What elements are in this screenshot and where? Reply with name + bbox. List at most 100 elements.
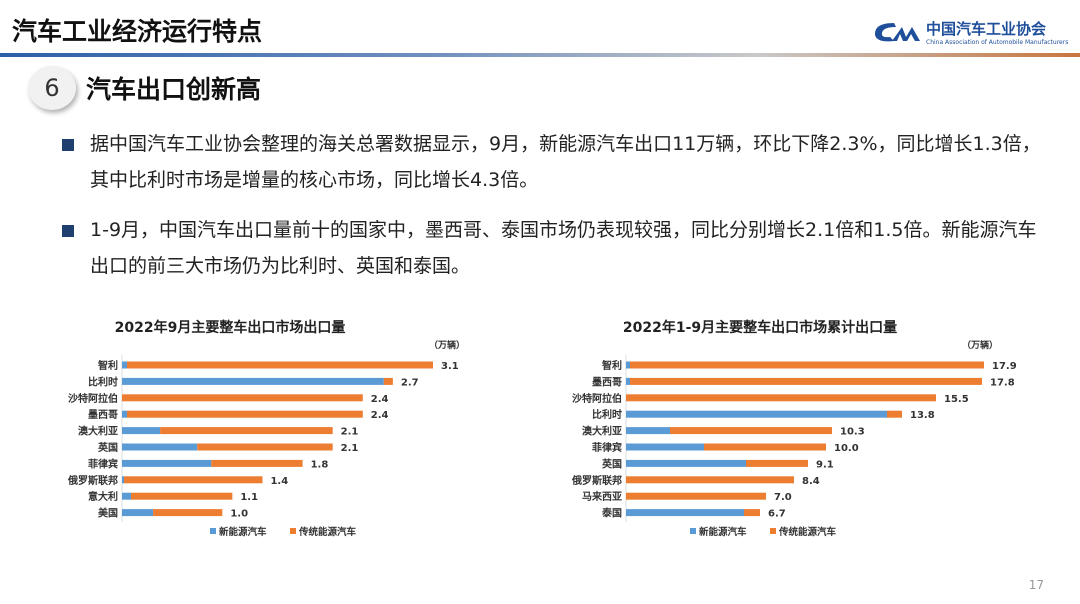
section-number: 6 [28, 66, 76, 110]
bar-traditional [122, 394, 363, 402]
bar-traditional [887, 410, 902, 418]
bar-traditional [630, 361, 984, 369]
data-label: 7.0 [774, 492, 792, 503]
category-label: 沙特阿拉伯 [68, 392, 118, 405]
chart-jan-sept-exports: 2022年1-9月主要整车出口市场累计出口量 （万辆） 智利 17.9 墨西哥 17.8 沙… [571, 319, 1017, 538]
data-label: 15.5 [944, 394, 969, 405]
data-label: 1.8 [311, 459, 329, 470]
cam-logo-icon [874, 23, 920, 42]
bar-traditional [160, 427, 333, 435]
data-label: 10.3 [840, 427, 865, 438]
category-label: 俄罗斯联邦 [67, 474, 118, 487]
bar-traditional [127, 361, 434, 369]
data-label: 10.0 [834, 443, 859, 454]
bar-nev [122, 476, 125, 484]
bar-traditional [670, 427, 832, 435]
bar-nev [122, 410, 128, 418]
bar-nev [626, 509, 744, 517]
data-label: 1.1 [240, 492, 258, 503]
header-divider [0, 53, 1080, 57]
category-label: 美国 [98, 507, 118, 520]
bar-nev [626, 410, 887, 418]
section-heading: 6 汽车出口创新高 [28, 66, 261, 110]
legend-label: 传统能源汽车 [778, 526, 837, 538]
bar-traditional [211, 459, 303, 467]
category-label: 澳大利亚 [582, 425, 622, 438]
legend-swatch [690, 528, 696, 534]
category-label: 比利时 [88, 375, 118, 388]
bar-nev [122, 443, 198, 451]
bar-nev [626, 377, 630, 385]
bar-nev [122, 377, 384, 385]
bar-traditional [744, 509, 760, 517]
data-label: 1.4 [270, 476, 288, 487]
category-label: 英国 [97, 441, 118, 454]
data-label: 2.4 [371, 410, 389, 421]
bar-traditional [746, 459, 808, 467]
data-label: 2.4 [371, 394, 389, 405]
bar-traditional [626, 476, 794, 484]
unit-label: （万辆） [962, 339, 998, 351]
chart-sept-exports: 2022年9月主要整车出口市场出口量 （万辆） 智利 3.1 比利时 2.7 沙特阿拉伯 2.… [67, 319, 465, 538]
legend-label: 新能源汽车 [219, 526, 267, 538]
category-label: 墨西哥 [88, 409, 118, 421]
bullet-1: 据中国汽车工业协会整理的海关总署数据显示，9月，新能源汽车出口11万辆，环比下降… [62, 126, 1052, 198]
category-label: 智利 [98, 359, 118, 372]
bar-traditional [630, 377, 982, 385]
logo-en: China Association of Automobile Manufact… [926, 39, 1069, 46]
bar-nev [626, 443, 704, 451]
data-label: 2.1 [341, 443, 359, 454]
chart-title: 2022年9月主要整车出口市场出口量 [115, 319, 346, 336]
data-label: 6.7 [768, 509, 786, 520]
bar-traditional [124, 476, 263, 484]
section-title: 汽车出口创新高 [86, 75, 262, 104]
legend-swatch [210, 528, 216, 534]
legend-swatch [290, 528, 296, 534]
category-label: 泰国 [601, 507, 622, 520]
bar-nev [122, 427, 161, 435]
data-label: 2.1 [341, 427, 359, 438]
bar-nev [626, 459, 746, 467]
category-label: 菲律宾 [592, 441, 622, 454]
bar-traditional [197, 443, 333, 451]
bar-nev [626, 361, 630, 369]
bar-nev [122, 509, 154, 517]
category-label: 墨西哥 [592, 376, 622, 388]
category-label: 沙特阿拉伯 [572, 392, 622, 405]
category-label: 比利时 [592, 408, 622, 421]
logo-cn: 中国汽车工业协会 [926, 20, 1047, 38]
bar-nev [122, 361, 128, 369]
category-label: 澳大利亚 [78, 425, 118, 438]
category-label: 意大利 [88, 490, 118, 503]
category-label: 俄罗斯联邦 [571, 474, 622, 487]
bar-traditional [131, 492, 233, 500]
bar-traditional [127, 410, 363, 418]
slide-title: 汽车工业经济运行特点 [12, 17, 263, 46]
category-label: 菲律宾 [88, 457, 118, 470]
bullet-square-icon [62, 139, 74, 151]
data-label: 8.4 [802, 476, 820, 487]
bar-traditional [626, 492, 766, 500]
legend-label: 新能源汽车 [699, 526, 747, 538]
data-label: 9.1 [816, 459, 834, 470]
page-number: 17 [1028, 578, 1044, 592]
bullet-square-icon [62, 225, 74, 237]
category-label: 英国 [601, 457, 622, 470]
data-label: 13.8 [910, 410, 935, 421]
bullet-2: 1-9月，中国汽车出口量前十的国家中，墨西哥、泰国市场仍表现较强，同比分别增长2… [62, 212, 1052, 284]
legend-label: 传统能源汽车 [298, 526, 357, 538]
data-label: 3.1 [441, 361, 459, 372]
bar-nev [122, 459, 212, 467]
bar-traditional [153, 509, 223, 517]
chart-title: 2022年1-9月主要整车出口市场累计出口量 [623, 319, 897, 336]
data-label: 17.8 [990, 377, 1015, 388]
data-label: 17.9 [992, 361, 1017, 372]
data-label: 1.0 [230, 509, 248, 520]
logo: 中国汽车工业协会 China Association of Automobile … [872, 18, 1068, 46]
category-label: 马来西亚 [582, 490, 622, 503]
bar-traditional [626, 394, 936, 402]
bar-traditional [704, 443, 826, 451]
legend-swatch [770, 528, 776, 534]
data-label: 2.7 [401, 377, 419, 388]
bar-traditional [383, 377, 393, 385]
